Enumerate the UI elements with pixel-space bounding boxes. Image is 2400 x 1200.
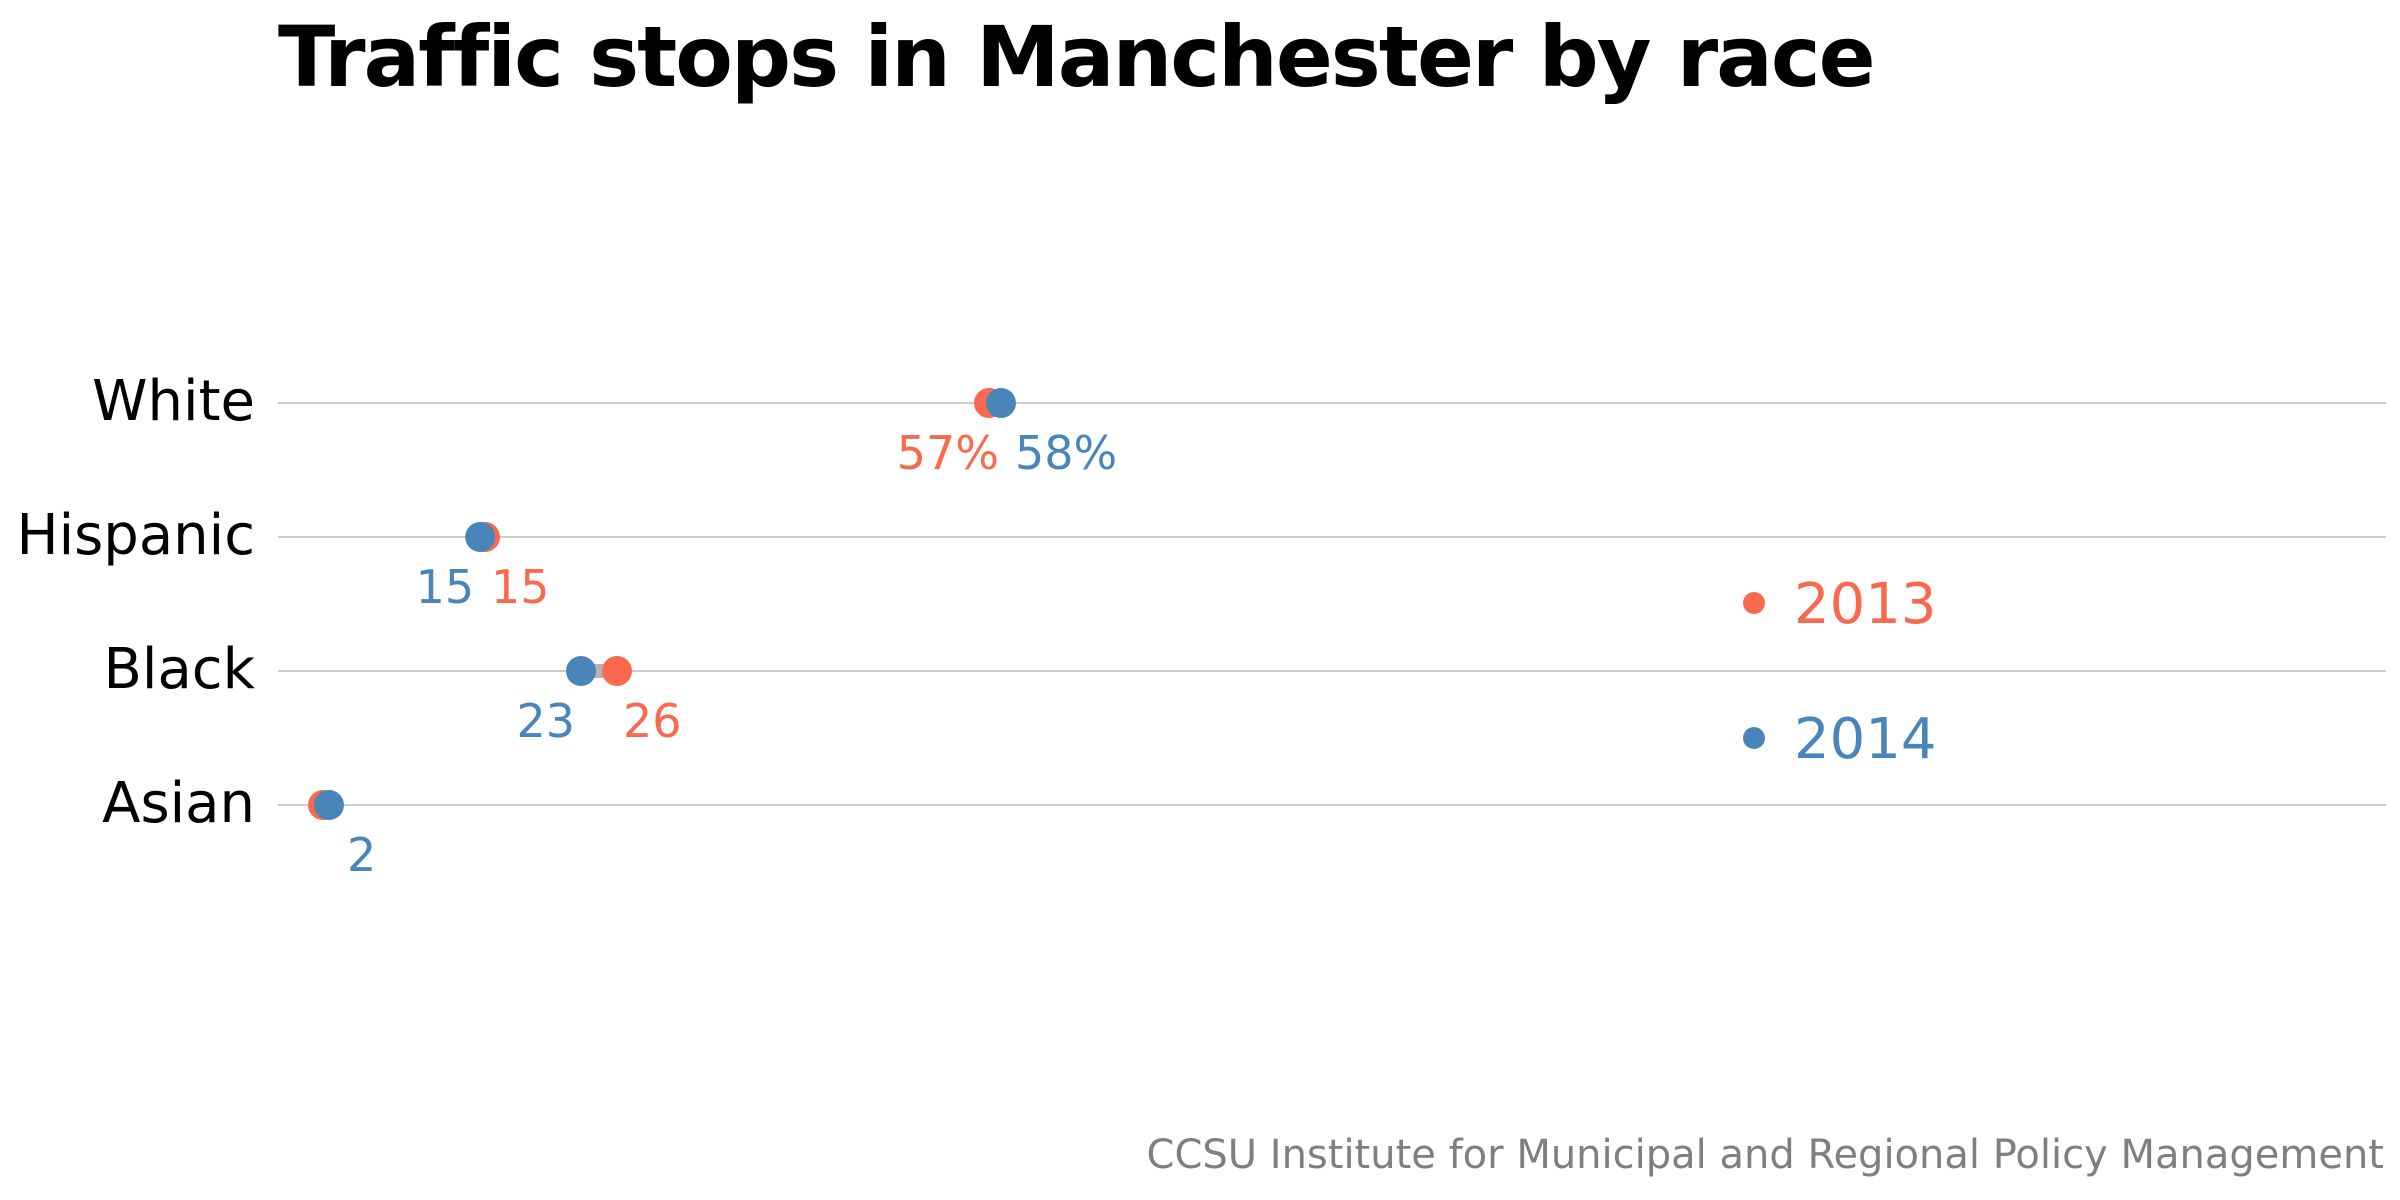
- chart-title: Traffic stops in Manchester by race: [278, 8, 1876, 106]
- point-2014: [465, 522, 496, 552]
- category-label-white: White: [92, 369, 255, 434]
- data-label-2013: 15: [491, 560, 550, 614]
- legend-label-2014: 2014: [1794, 707, 1937, 772]
- data-label-2014: 58%: [1015, 426, 1117, 480]
- point-2014: [314, 790, 344, 820]
- point-2013: [602, 656, 632, 686]
- legend-marker-2013: [1743, 592, 1765, 614]
- source-note: CCSU Institute for Municipal and Regiona…: [1146, 1132, 2384, 1178]
- category-label-hispanic: Hispanic: [16, 503, 255, 568]
- category-label-black: Black: [103, 637, 255, 702]
- legend-label-2013: 2013: [1794, 572, 1937, 637]
- data-label-2013: 57%: [897, 426, 999, 480]
- legend-marker-2014: [1743, 727, 1765, 749]
- point-2014: [986, 388, 1016, 418]
- category-label-asian: Asian: [102, 771, 255, 836]
- data-label-2014: 23: [516, 694, 575, 748]
- data-label-2014: 15: [416, 560, 475, 614]
- point-2014: [566, 656, 596, 686]
- data-label-2014: 2: [347, 828, 376, 882]
- data-label-2013: 26: [623, 694, 682, 748]
